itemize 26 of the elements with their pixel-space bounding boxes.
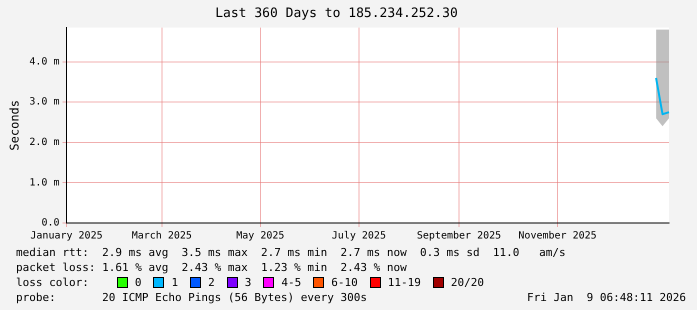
x-tick-label: November 2025 [518,230,597,242]
y-tick-label: 0.0 [41,218,60,229]
text: 2 [208,275,215,290]
y-tick-label: 1.0 m [29,177,60,188]
text: 3 [244,275,252,290]
text: median rtt: 2.9 ms avg 3.5 ms max 2.7 ms min 2.7 ms now 0.3 ms sd 11.0 am/s [16,245,567,260]
text: 0 [134,275,142,290]
y-tick-label: 2.0 m [29,137,60,148]
y-tick-label: 3.0 m [29,96,60,108]
y-tick-label: 4.0 m [29,56,60,68]
y-axis-title: Seconds [7,100,22,151]
text: 4-5 [281,275,302,290]
text: 20/20 [450,275,484,290]
x-tick-label: September 2025 [416,230,502,242]
chart-title: Last 360 Days to 185.234.252.30 [215,6,458,22]
text: Fri Jan 9 06:48:11 2026 [527,290,686,305]
text: 11-19 [388,275,421,290]
text: 1 [171,275,178,290]
x-tick-label: May 2025 [236,230,284,242]
text: loss color: [16,275,89,290]
text: 6-10 [331,275,358,290]
x-tick-label: March 2025 [132,230,192,242]
x-tick-label: January 2025 [30,230,103,242]
text: packet loss: 1.61 % avg 2.43 % max 1.23 % min 2.43 % now [16,260,408,275]
x-tick-label: July 2025 [332,230,386,242]
text: probe: 20 ICMP Echo Pings (56 Bytes) every 300s [16,290,367,305]
